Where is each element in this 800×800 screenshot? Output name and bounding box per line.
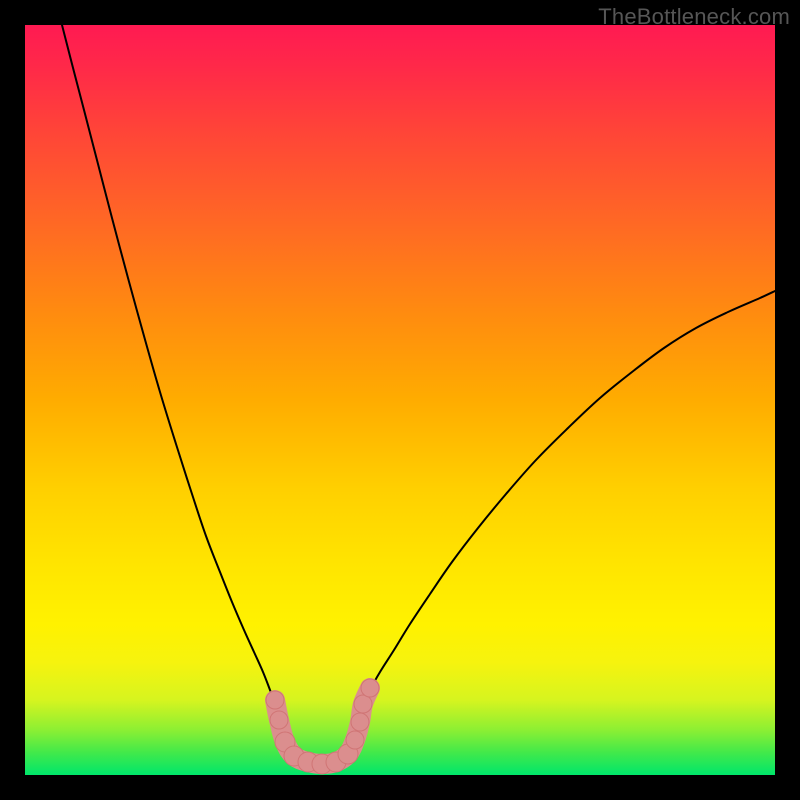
marker-dot [354, 695, 372, 713]
watermark-text: TheBottleneck.com [598, 4, 790, 30]
marker-dot [361, 679, 379, 697]
bottleneck-chart [0, 0, 800, 800]
marker-dot [270, 711, 288, 729]
marker-dot [351, 713, 369, 731]
marker-dot [266, 691, 284, 709]
plot-background [25, 25, 775, 775]
marker-dot [346, 731, 364, 749]
chart-root: TheBottleneck.com [0, 0, 800, 800]
